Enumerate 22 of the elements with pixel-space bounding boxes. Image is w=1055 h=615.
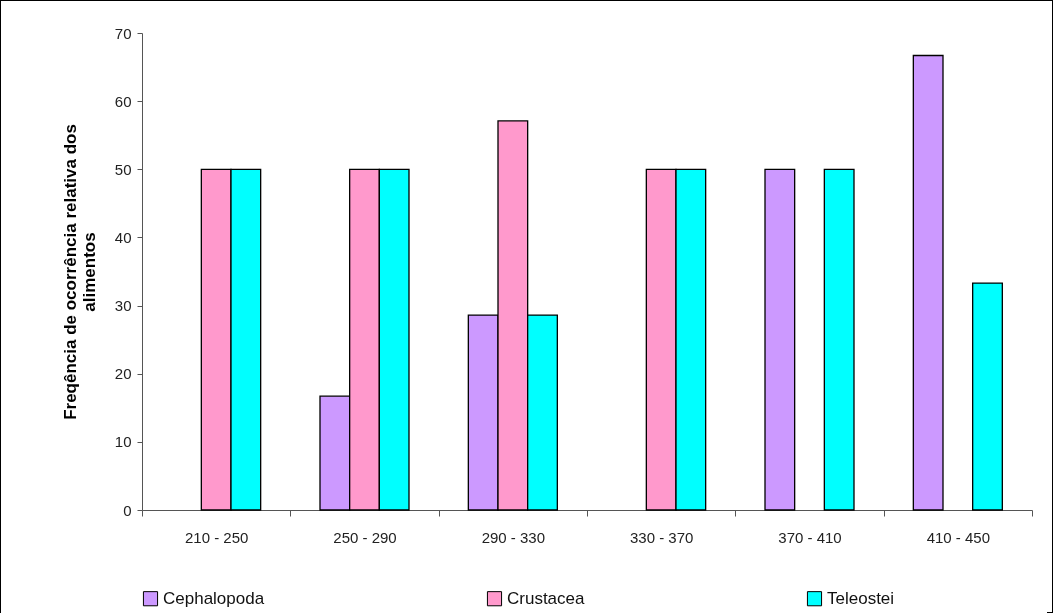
y-tick-label: 0 — [123, 501, 132, 519]
legend-label: Crustacea — [507, 588, 586, 608]
y-tick-label: 70 — [114, 24, 132, 42]
y-tick-label: 10 — [114, 433, 132, 451]
bar — [972, 282, 1003, 511]
x-tick-label: 250 - 290 — [333, 528, 397, 546]
x-tick-label: 290 - 330 — [481, 528, 546, 546]
legend-label: Teleostei — [827, 588, 895, 608]
y-tick-label: 40 — [114, 228, 132, 246]
x-tick-label: 330 - 370 — [629, 528, 694, 546]
legend-label: Cephalopoda — [163, 588, 265, 608]
x-tick-label: 410 - 450 — [926, 528, 991, 546]
bar — [764, 168, 796, 511]
x-tick-label: 210 - 250 — [184, 528, 249, 546]
bar — [823, 168, 855, 511]
y-axis-title: Freqência de ocorrência relativa dos alimentos — [60, 124, 99, 420]
y-tick-label: 30 — [114, 297, 132, 315]
y-tick-label: 20 — [114, 365, 132, 383]
y-tick-label: 60 — [114, 92, 132, 110]
x-tick-label: 370 - 410 — [778, 528, 842, 546]
bar — [912, 54, 944, 511]
y-tick-label: 50 — [114, 160, 132, 178]
